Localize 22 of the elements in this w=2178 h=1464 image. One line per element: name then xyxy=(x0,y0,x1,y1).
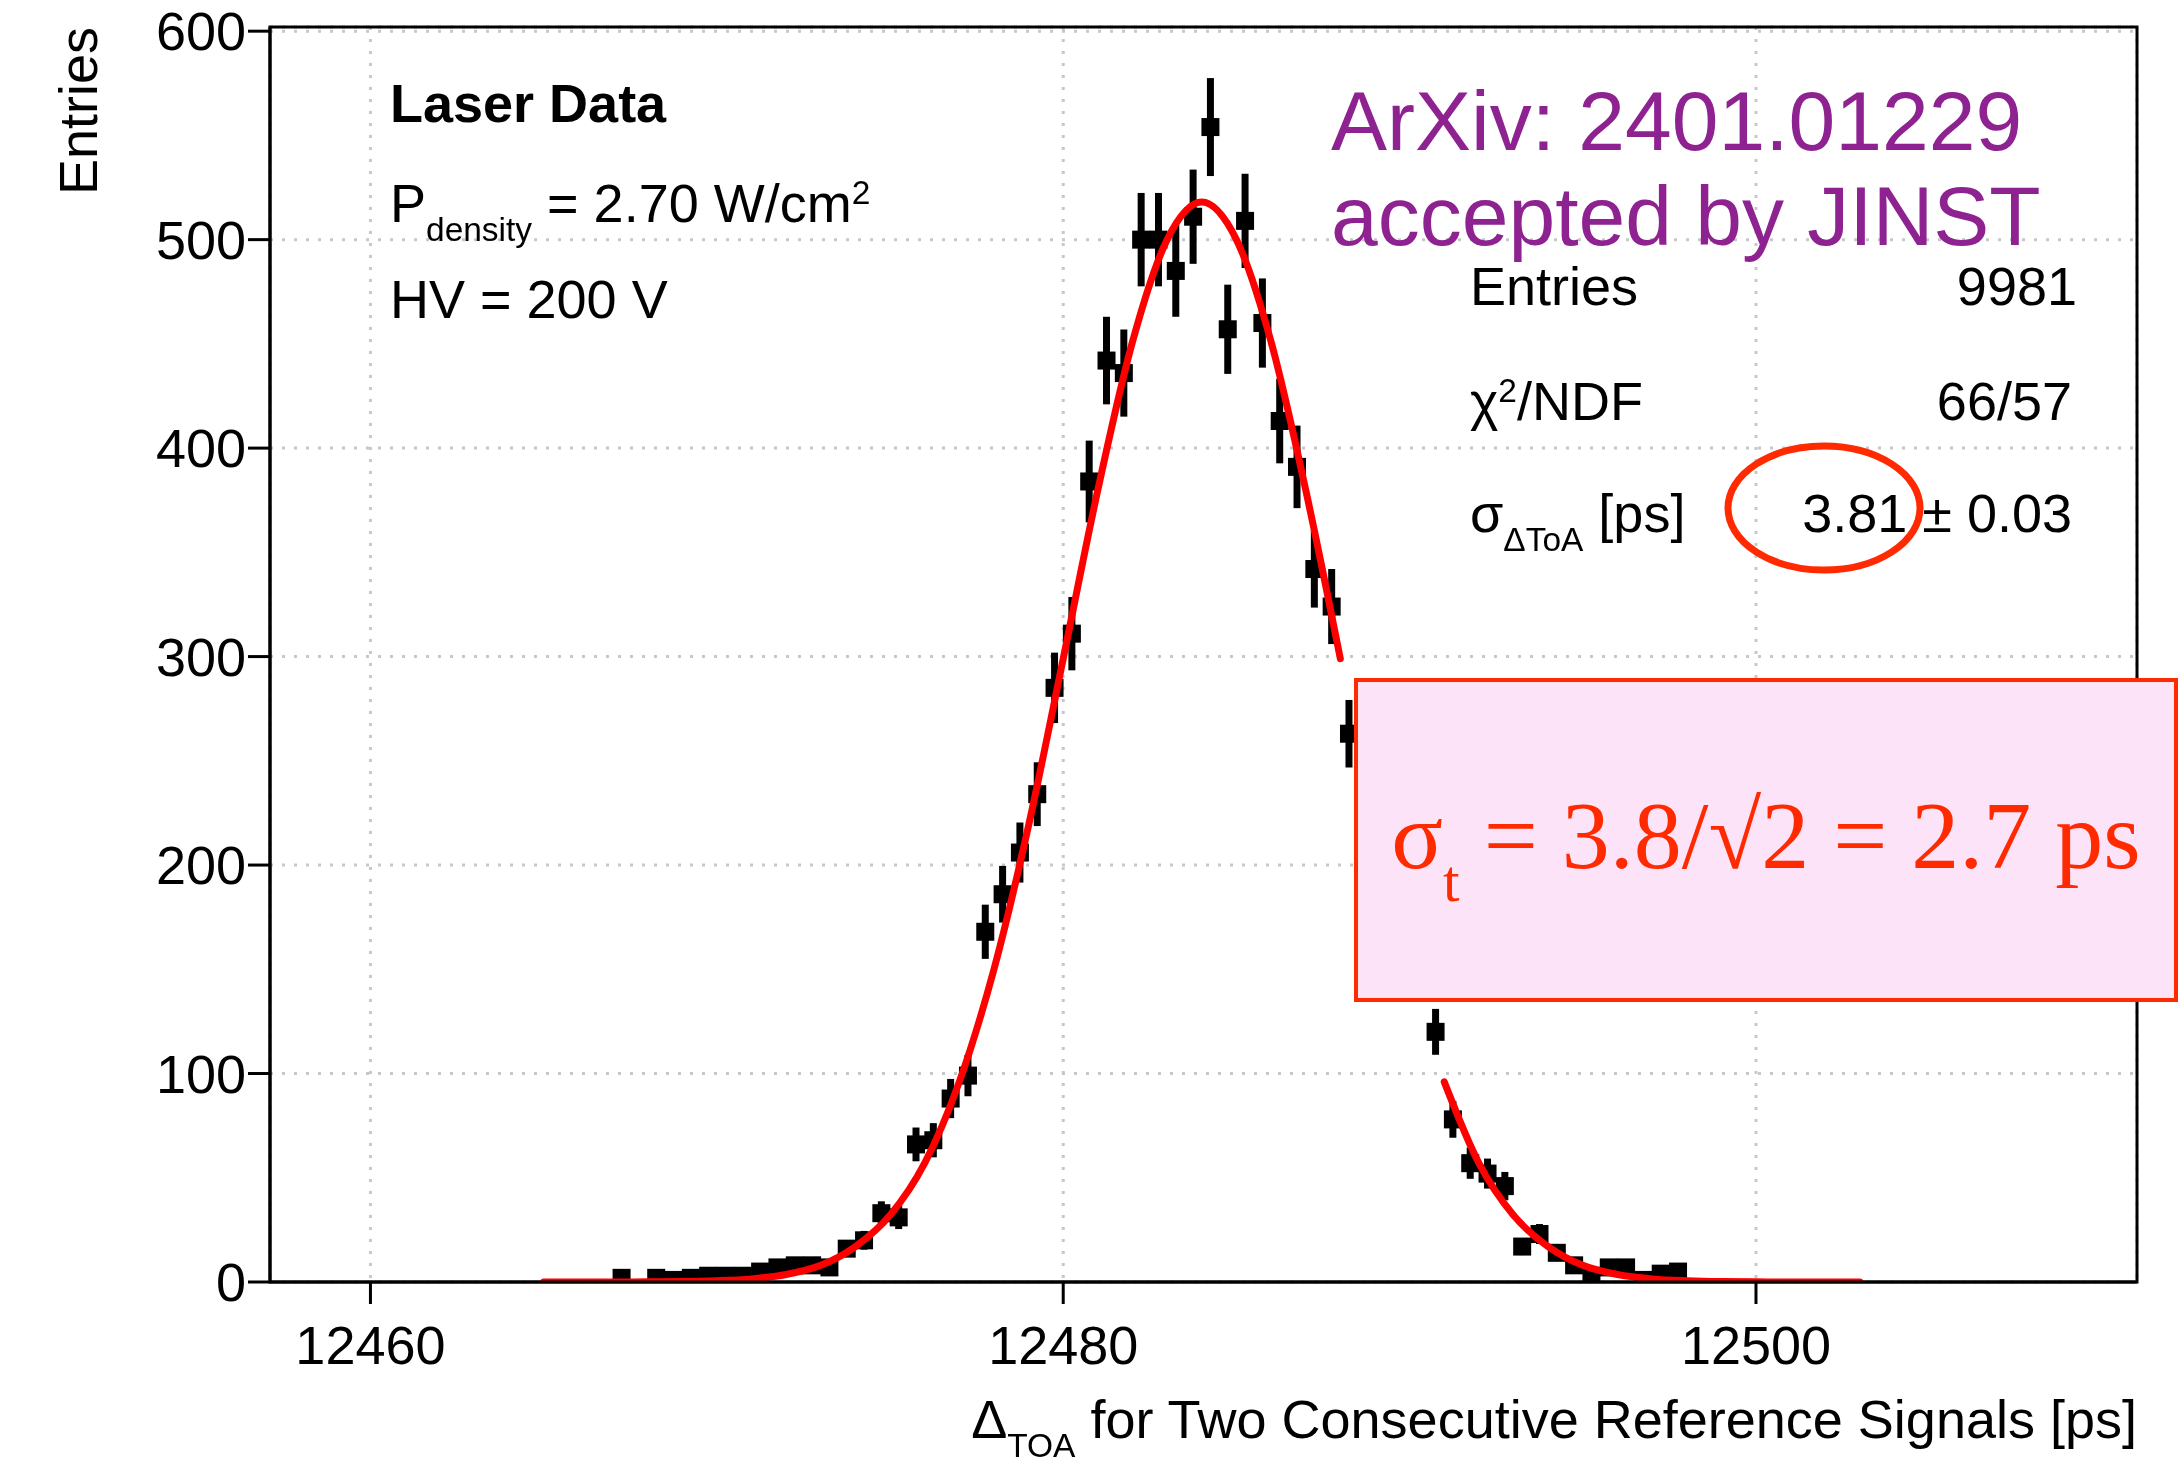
y-tick-label: 300 xyxy=(155,626,246,687)
y-tick-label: 200 xyxy=(155,835,246,896)
annotation: HV = 200 V xyxy=(390,269,668,329)
x-tick-label: 12500 xyxy=(1680,1315,1832,1376)
annotation: σ$_{ΔToA}$ [ps] xyxy=(1470,483,1686,558)
annotation: Laser Data xyxy=(390,73,668,133)
y-axis-title: Entries xyxy=(48,27,109,196)
x-tick-label: 12480 xyxy=(988,1315,1139,1376)
annotation: ArXiv: 2401.01229 xyxy=(1331,74,2023,168)
annotation: 66/57 xyxy=(1936,371,2072,431)
x-tick-label: 12460 xyxy=(295,1315,446,1376)
y-tick-label: 600 xyxy=(155,1,246,62)
annotation: P$_{density}$ = 2.70 W/cm$^{2}$ xyxy=(390,173,871,248)
y-tick-label: 0 xyxy=(215,1252,246,1313)
y-tick-label: 500 xyxy=(155,209,246,270)
annotation: 3.81 ± 0.03 xyxy=(1802,483,2072,543)
annotation: χ$^{2}$/NDF xyxy=(1470,371,1643,431)
y-tick-label: 400 xyxy=(155,418,246,479)
annotation: 9981 xyxy=(1956,256,2077,316)
x-axis-title: Δ$_{TOA}$ for Two Consecutive Reference Signals [ps] xyxy=(971,1389,2137,1464)
y-tick-label: 100 xyxy=(155,1043,246,1104)
annotation: σ$_{t}$ = 3.8/√2 = 2.7 ps xyxy=(1391,782,2141,914)
